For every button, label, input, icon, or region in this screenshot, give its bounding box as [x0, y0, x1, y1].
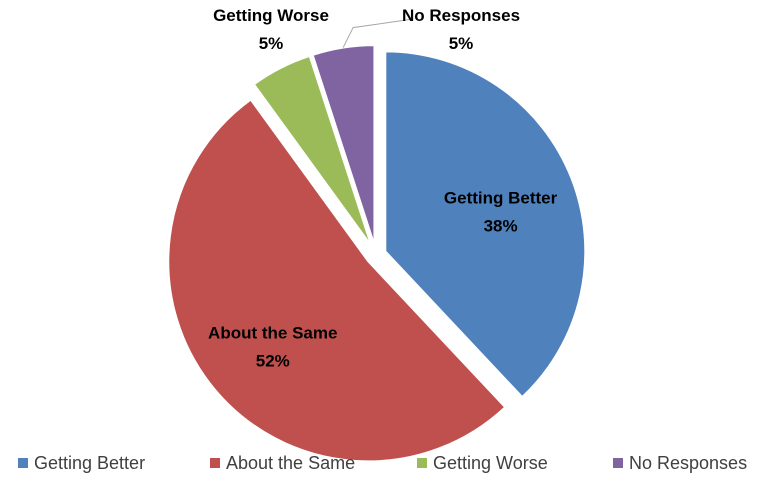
legend-swatch-about-the-same — [210, 458, 220, 468]
data-label-no-responses-name: No Responses — [402, 6, 520, 25]
legend-label-no-responses: No Responses — [629, 453, 747, 473]
data-label-about-the-same-name: About the Same — [208, 323, 337, 342]
leader-line-no-responses — [342, 18, 414, 48]
data-label-no-responses-value: 5% — [449, 34, 474, 53]
legend-item-getting-better: Getting Better — [18, 453, 145, 473]
slice-getting-better — [384, 50, 587, 399]
legend-item-about-the-same: About the Same — [210, 453, 355, 473]
legend-label-about-the-same: About the Same — [226, 453, 355, 473]
legend-swatch-no-responses — [613, 458, 623, 468]
legend-swatch-getting-better — [18, 458, 28, 468]
data-label-getting-worse-value: 5% — [259, 34, 284, 53]
slice-getting-worse — [252, 54, 373, 247]
legend-item-no-responses: No Responses — [613, 453, 747, 473]
legend-label-getting-better: Getting Better — [34, 453, 145, 473]
slice-about-the-same — [167, 98, 507, 463]
data-label-about-the-same-value: 52% — [256, 351, 290, 370]
legend-label-getting-worse: Getting Worse — [433, 453, 548, 473]
data-labels-layer: Getting Better 38% About the Same 52% Gettin… — [208, 6, 558, 370]
legend-swatch-getting-worse — [417, 458, 427, 468]
legend: Getting Better About the Same Getting Wors… — [18, 453, 747, 473]
data-label-getting-worse-name: Getting Worse — [213, 6, 329, 25]
data-label-getting-better-value: 38% — [484, 217, 518, 236]
data-label-getting-better-name: Getting Better — [444, 189, 558, 208]
slices-layer — [167, 44, 587, 463]
legend-item-getting-worse: Getting Worse — [417, 453, 548, 473]
leader-lines-layer — [342, 18, 414, 48]
